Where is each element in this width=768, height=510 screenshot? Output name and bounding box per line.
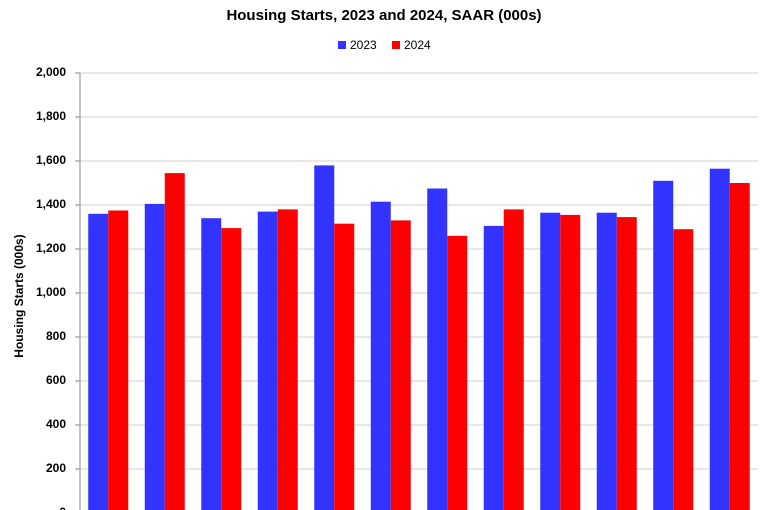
y-tick-label: 0 bbox=[59, 505, 66, 510]
bar bbox=[277, 209, 298, 510]
bar bbox=[314, 165, 335, 510]
bar bbox=[653, 180, 674, 510]
y-axis-label: Housing Starts (000s) bbox=[12, 234, 26, 357]
bar bbox=[616, 217, 637, 510]
bar bbox=[709, 168, 730, 510]
bar bbox=[596, 212, 617, 510]
chart-title: Housing Starts, 2023 and 2024, SAAR (000… bbox=[226, 7, 541, 24]
y-tick-label: 2,000 bbox=[36, 65, 66, 79]
bar bbox=[334, 223, 355, 510]
legend-label: 2024 bbox=[404, 38, 431, 52]
y-tick-label: 800 bbox=[46, 329, 66, 343]
bar bbox=[164, 173, 185, 510]
bar bbox=[560, 214, 581, 510]
legend-swatch bbox=[392, 41, 400, 49]
bar bbox=[729, 183, 750, 510]
legend-label: 2023 bbox=[350, 38, 377, 52]
bar bbox=[144, 203, 165, 510]
y-tick-label: 400 bbox=[46, 417, 66, 431]
bar bbox=[108, 210, 129, 510]
y-tick-label: 1,400 bbox=[36, 197, 66, 211]
bar bbox=[201, 218, 222, 510]
y-tick-label: 1,800 bbox=[36, 109, 66, 123]
y-tick-label: 1,000 bbox=[36, 285, 66, 299]
bar bbox=[88, 213, 109, 510]
y-tick-label: 1,200 bbox=[36, 241, 66, 255]
bar bbox=[503, 209, 524, 510]
bar bbox=[257, 211, 278, 510]
bar bbox=[370, 201, 391, 510]
y-tick-label: 600 bbox=[46, 373, 66, 387]
bar bbox=[221, 228, 242, 510]
legend-swatch bbox=[338, 41, 346, 49]
bar bbox=[483, 225, 504, 510]
y-tick-label: 1,600 bbox=[36, 153, 66, 167]
bar bbox=[540, 212, 561, 510]
bar bbox=[673, 229, 694, 510]
bar bbox=[447, 235, 468, 510]
bar bbox=[427, 188, 448, 510]
y-tick-label: 200 bbox=[46, 461, 66, 475]
bar bbox=[390, 220, 411, 510]
